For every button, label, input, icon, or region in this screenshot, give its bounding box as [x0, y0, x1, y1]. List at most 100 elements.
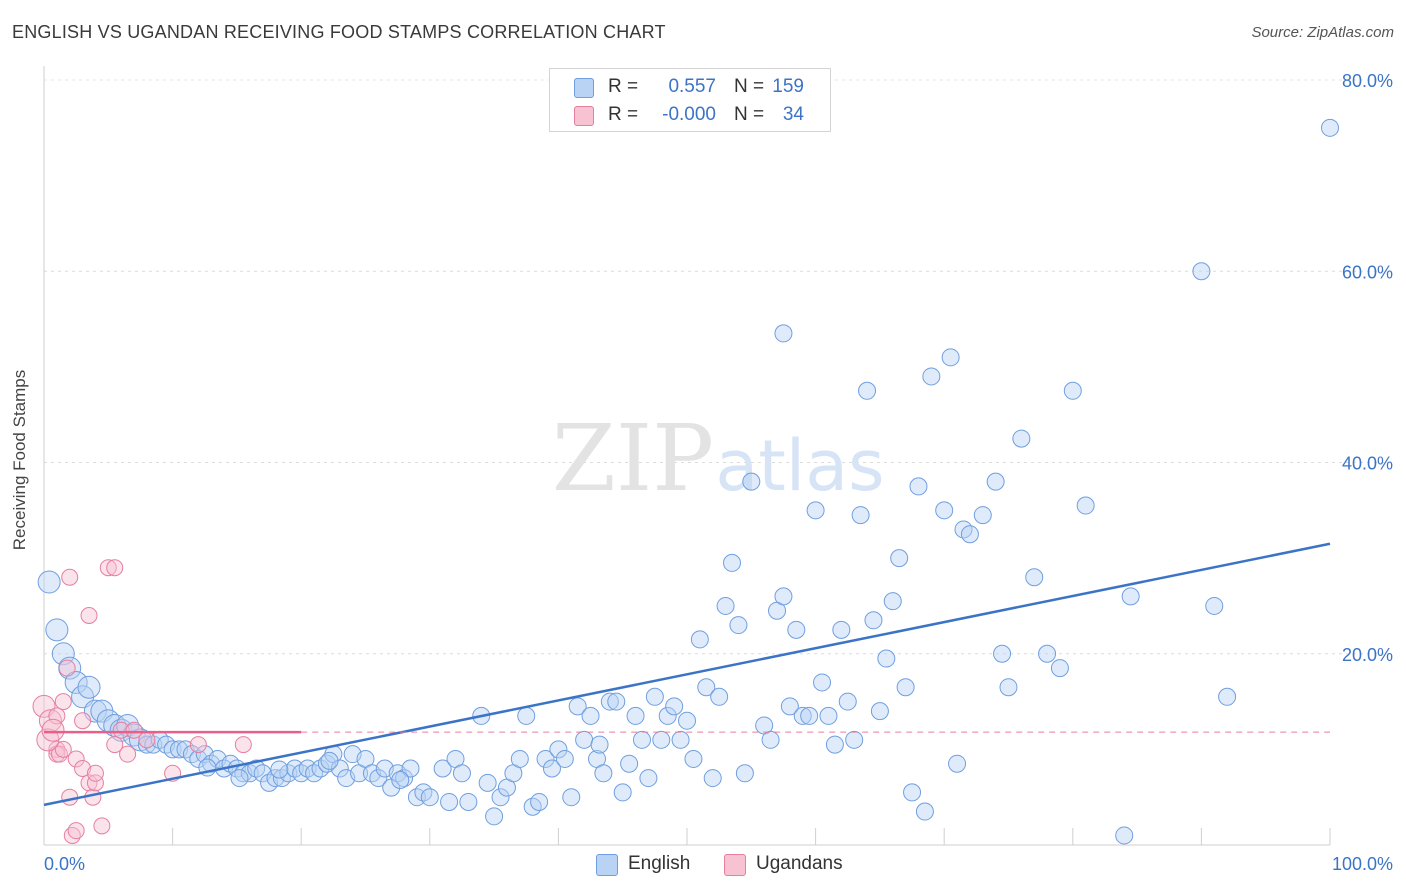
english-point: [542, 759, 561, 778]
y-tick-label: 60.0%: [1342, 262, 1393, 282]
ugandans-point: [58, 659, 76, 677]
english-point: [858, 381, 877, 400]
ugandans-point: [125, 721, 143, 739]
english-point: [973, 506, 992, 525]
ugandans-point: [54, 740, 72, 758]
ugandans-point: [189, 736, 207, 754]
english-point: [613, 783, 632, 802]
legend-label-ugandans: Ugandans: [756, 853, 843, 874]
english-point: [530, 792, 549, 811]
english-point: [632, 730, 651, 749]
english-point: [517, 706, 536, 725]
x-tick-label: 100.0%: [1332, 854, 1393, 874]
english-point: [607, 692, 626, 711]
english-point: [64, 670, 88, 694]
legend-swatch-ugandans: [574, 106, 594, 126]
english-point: [941, 348, 960, 367]
y-tick-label: 40.0%: [1342, 454, 1393, 474]
english-point: [806, 501, 825, 520]
english-point: [163, 740, 182, 759]
english-point: [761, 730, 780, 749]
english-point: [1321, 118, 1339, 137]
watermark-atlas: atlas: [715, 425, 884, 507]
legend-r-value: 0.557: [668, 76, 716, 97]
english-point: [320, 751, 339, 770]
english-point: [735, 764, 754, 783]
legend-n-value: 34: [782, 104, 804, 125]
english-point: [948, 754, 967, 773]
ugandans-point: [61, 788, 79, 806]
english-point: [774, 324, 793, 343]
english-point: [678, 711, 696, 730]
english-point: [819, 706, 838, 725]
english-point: [671, 730, 690, 749]
english-point: [883, 592, 902, 611]
english-point: [401, 759, 420, 778]
english-point: [536, 749, 555, 768]
english-point: [793, 706, 812, 725]
ugandans-point: [48, 740, 66, 758]
english-point: [870, 702, 889, 721]
english-point: [620, 754, 639, 773]
english-point: [1076, 496, 1095, 515]
ugandans-point: [138, 731, 156, 749]
ugandans-point: [234, 736, 252, 754]
legend-row-ugandans: R = -0.000 N = 34: [550, 101, 830, 129]
english-point: [45, 618, 69, 642]
ugandans-point: [61, 568, 79, 586]
english-point: [440, 792, 459, 811]
english-point: [600, 692, 619, 711]
english-point: [478, 773, 497, 792]
english-point: [230, 769, 249, 788]
english-point: [645, 687, 664, 706]
ugandans-point: [74, 712, 92, 730]
english-point: [832, 620, 851, 639]
english-point: [825, 735, 844, 754]
legend-n-label: N =: [734, 104, 765, 125]
x-tick-label: 0.0%: [44, 854, 85, 874]
source-credit: Source: ZipAtlas.com: [1251, 24, 1394, 41]
english-point: [51, 642, 75, 666]
english-point: [568, 697, 587, 716]
english-point: [864, 611, 883, 630]
english-point: [845, 730, 864, 749]
english-point: [1205, 596, 1224, 615]
ugandans-point: [54, 693, 72, 711]
english-point: [774, 587, 793, 606]
ugandans-point: [80, 607, 98, 624]
english-point: [690, 630, 709, 649]
ugandans-point: [93, 817, 111, 835]
english-point: [330, 759, 349, 778]
ugandans-point: [67, 750, 85, 768]
english-point: [270, 760, 289, 779]
english-point: [903, 783, 922, 802]
ugandans-point: [86, 764, 104, 782]
ugandans-point: [74, 760, 92, 777]
english-point: [1121, 587, 1140, 606]
english-point: [1192, 262, 1211, 281]
english-point: [590, 735, 609, 754]
english-point: [813, 673, 832, 692]
english-point: [697, 678, 716, 697]
english-point: [800, 706, 819, 725]
english-point: [986, 472, 1005, 491]
english-point: [1025, 568, 1044, 587]
english-point: [1218, 687, 1237, 706]
english-point: [742, 472, 761, 491]
english-point: [877, 649, 896, 668]
english-point: [993, 644, 1012, 663]
english-point: [549, 740, 568, 759]
series-legend: English Ugandans: [0, 852, 1406, 878]
english-point: [909, 477, 928, 496]
english-point: [710, 687, 729, 706]
english-point: [703, 769, 722, 788]
english-point: [658, 706, 677, 725]
english-point: [729, 616, 748, 635]
legend-swatch-english: [574, 78, 594, 98]
english-point: [581, 706, 600, 725]
english-point: [723, 553, 742, 572]
english-point: [77, 675, 101, 699]
english-point: [639, 769, 658, 788]
ugandans-point: [106, 736, 124, 754]
ugandans-point: [86, 774, 104, 792]
